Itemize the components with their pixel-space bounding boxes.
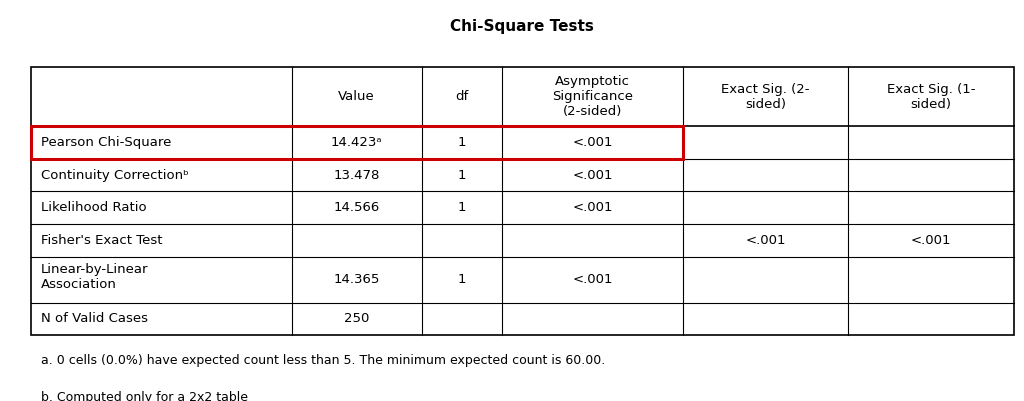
- Text: N of Valid Cases: N of Valid Cases: [41, 312, 147, 326]
- Text: Association: Association: [41, 278, 117, 291]
- Text: a. 0 cells (0.0%) have expected count less than 5. The minimum expected count is: a. 0 cells (0.0%) have expected count le…: [41, 354, 605, 367]
- Text: <.001: <.001: [572, 273, 612, 286]
- Text: 14.365: 14.365: [334, 273, 380, 286]
- Text: Exact Sig. (2-
sided): Exact Sig. (2- sided): [721, 83, 810, 111]
- Text: <.001: <.001: [572, 201, 612, 214]
- Text: Continuity Correctionᵇ: Continuity Correctionᵇ: [41, 168, 188, 182]
- Text: Exact Sig. (1-
sided): Exact Sig. (1- sided): [887, 83, 975, 111]
- Text: 1: 1: [458, 168, 466, 182]
- Text: 13.478: 13.478: [334, 168, 380, 182]
- Text: 1: 1: [458, 201, 466, 214]
- Text: <.001: <.001: [572, 168, 612, 182]
- Text: Asymptotic
Significance
(2-sided): Asymptotic Significance (2-sided): [552, 75, 633, 118]
- Text: <.001: <.001: [910, 234, 951, 247]
- Text: Pearson Chi-Square: Pearson Chi-Square: [41, 136, 171, 149]
- Text: Fisher's Exact Test: Fisher's Exact Test: [41, 234, 163, 247]
- Text: <.001: <.001: [745, 234, 785, 247]
- Text: df: df: [456, 90, 469, 103]
- Text: 1: 1: [458, 136, 466, 149]
- Text: 250: 250: [344, 312, 370, 326]
- Text: Likelihood Ratio: Likelihood Ratio: [41, 201, 146, 214]
- Bar: [31, 126, 683, 159]
- Text: 14.423ᵃ: 14.423ᵃ: [331, 136, 383, 149]
- Text: <.001: <.001: [572, 136, 612, 149]
- Text: Chi-Square Tests: Chi-Square Tests: [451, 18, 594, 34]
- Text: 14.566: 14.566: [334, 201, 380, 214]
- Text: Value: Value: [338, 90, 375, 103]
- Text: b. Computed only for a 2x2 table: b. Computed only for a 2x2 table: [41, 391, 248, 401]
- Text: Linear-by-Linear: Linear-by-Linear: [41, 263, 148, 275]
- Text: 1: 1: [458, 273, 466, 286]
